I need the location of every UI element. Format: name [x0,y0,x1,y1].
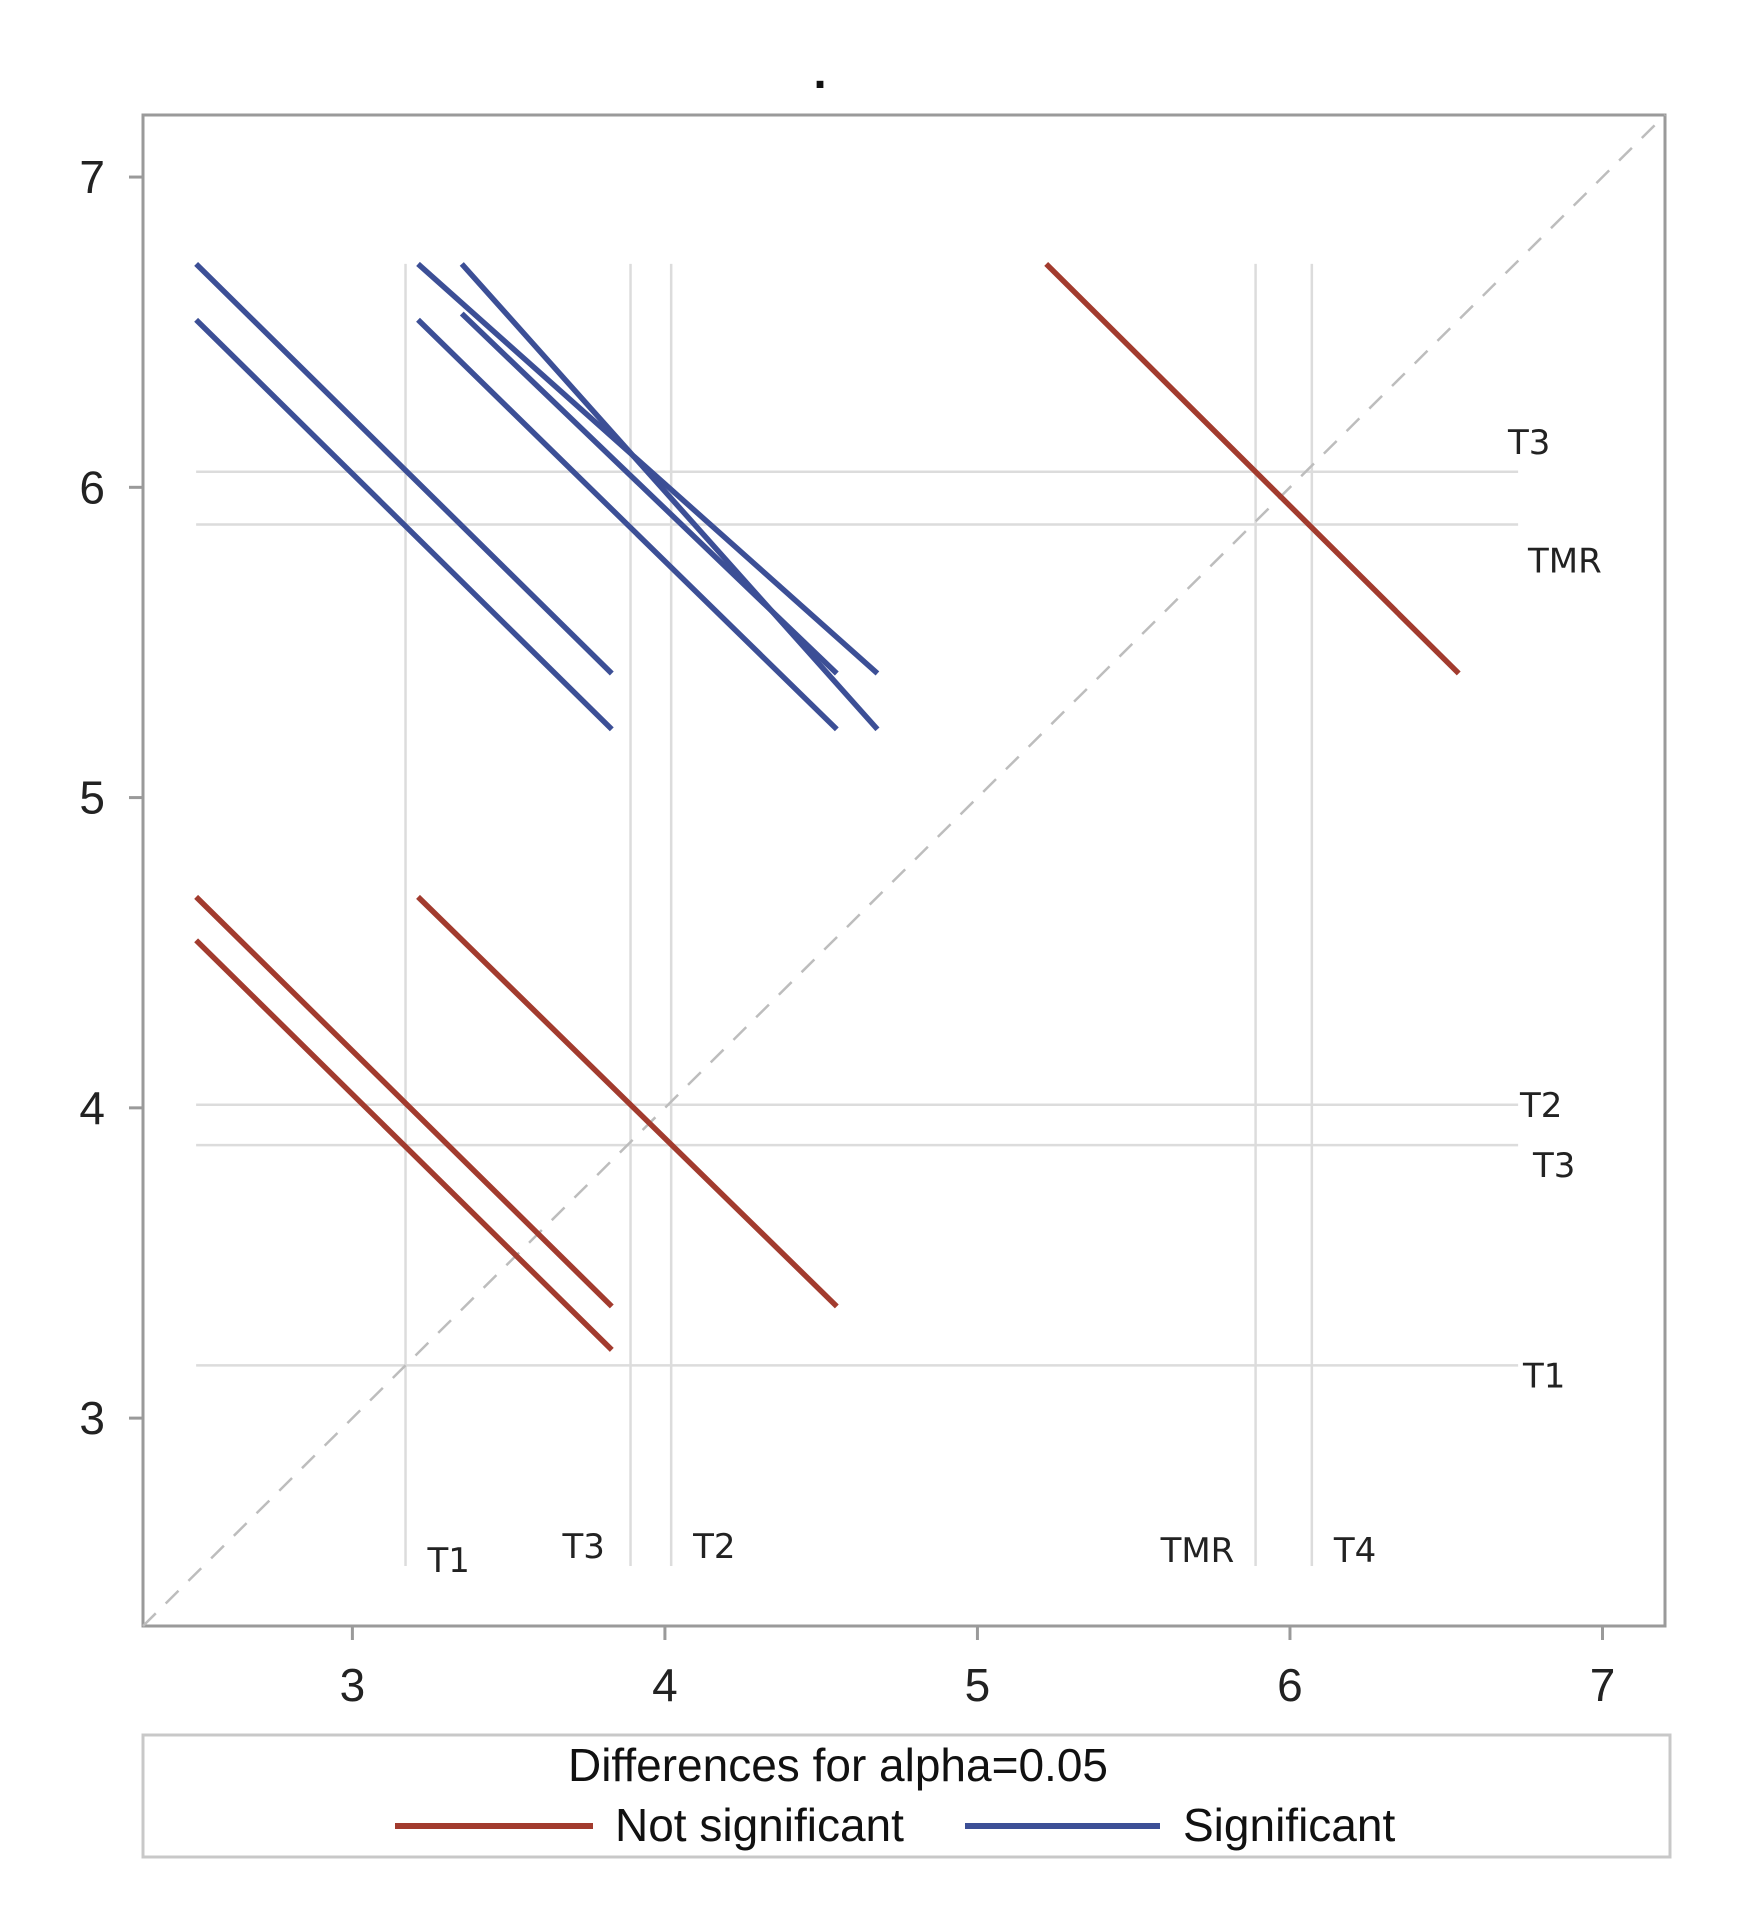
segment-not-significant-9 [416,894,839,1309]
mean-labels-right: T3 TMR T2 T3 T1 [1507,423,1602,1397]
segment-significant-4 [459,262,880,732]
y-tick-label-4: 4 [79,1082,105,1134]
chart-title: . [813,46,826,99]
y-tick-label-3: 3 [79,1392,105,1444]
y-tick-label-7: 7 [79,151,105,203]
plot-area: T1 T3 T2 TMR T4 T3 TMR T2 T3 T1 [141,113,1667,1628]
mean-label-y-t3-3: T3 [1532,1146,1575,1186]
segment-not-significant-7 [194,894,614,1309]
mean-label-y-t1-4: T1 [1522,1356,1565,1396]
diagonal-reference-line [142,114,1666,1627]
legend: Differences for alpha=0.05 Not significa… [141,1733,1672,1859]
y-tick-label-5: 5 [79,772,105,824]
mean-lines-vertical [404,263,1314,1566]
legend-label-significant: Significant [1183,1799,1395,1851]
mean-label-y-tmr-1: TMR [1527,542,1602,582]
mean-label-x-t2: T2 [692,1527,735,1567]
mean-label-x-t3: T3 [562,1527,605,1567]
mean-labels-bottom: T1 T3 T2 TMR T4 [427,1527,1377,1581]
mean-label-x-t4: T4 [1333,1531,1376,1571]
legend-box [141,1733,1672,1859]
mean-label-x-t1: T1 [427,1541,470,1581]
x-tick-label-5: 5 [965,1659,991,1711]
segment-significant-1 [194,317,614,732]
legend-label-not-significant: Not significant [615,1799,904,1851]
x-tick-label-4: 4 [652,1659,678,1711]
mean-label-x-tmr: TMR [1160,1531,1235,1571]
y-axis: 3 4 5 6 7 [79,151,143,1444]
segment-significant-0 [194,261,614,676]
x-tick-label-6: 6 [1277,1659,1303,1711]
mean-lines-horizontal [196,470,1519,1367]
difference-segments [194,261,1461,1352]
x-axis: 3 4 5 6 7 [340,1626,1616,1711]
segment-significant-3 [416,317,839,732]
mean-label-y-t3-0: T3 [1507,423,1550,463]
x-tick-label-7: 7 [1590,1659,1616,1711]
mean-label-y-t2-2: T2 [1519,1086,1562,1126]
segment-significant-5 [459,311,839,676]
y-tick-label-6: 6 [79,461,105,513]
segment-not-significant-8 [194,938,614,1352]
x-tick-label-3: 3 [340,1659,366,1711]
segment-not-significant-6 [1044,261,1461,676]
legend-title: Differences for alpha=0.05 [568,1739,1108,1791]
